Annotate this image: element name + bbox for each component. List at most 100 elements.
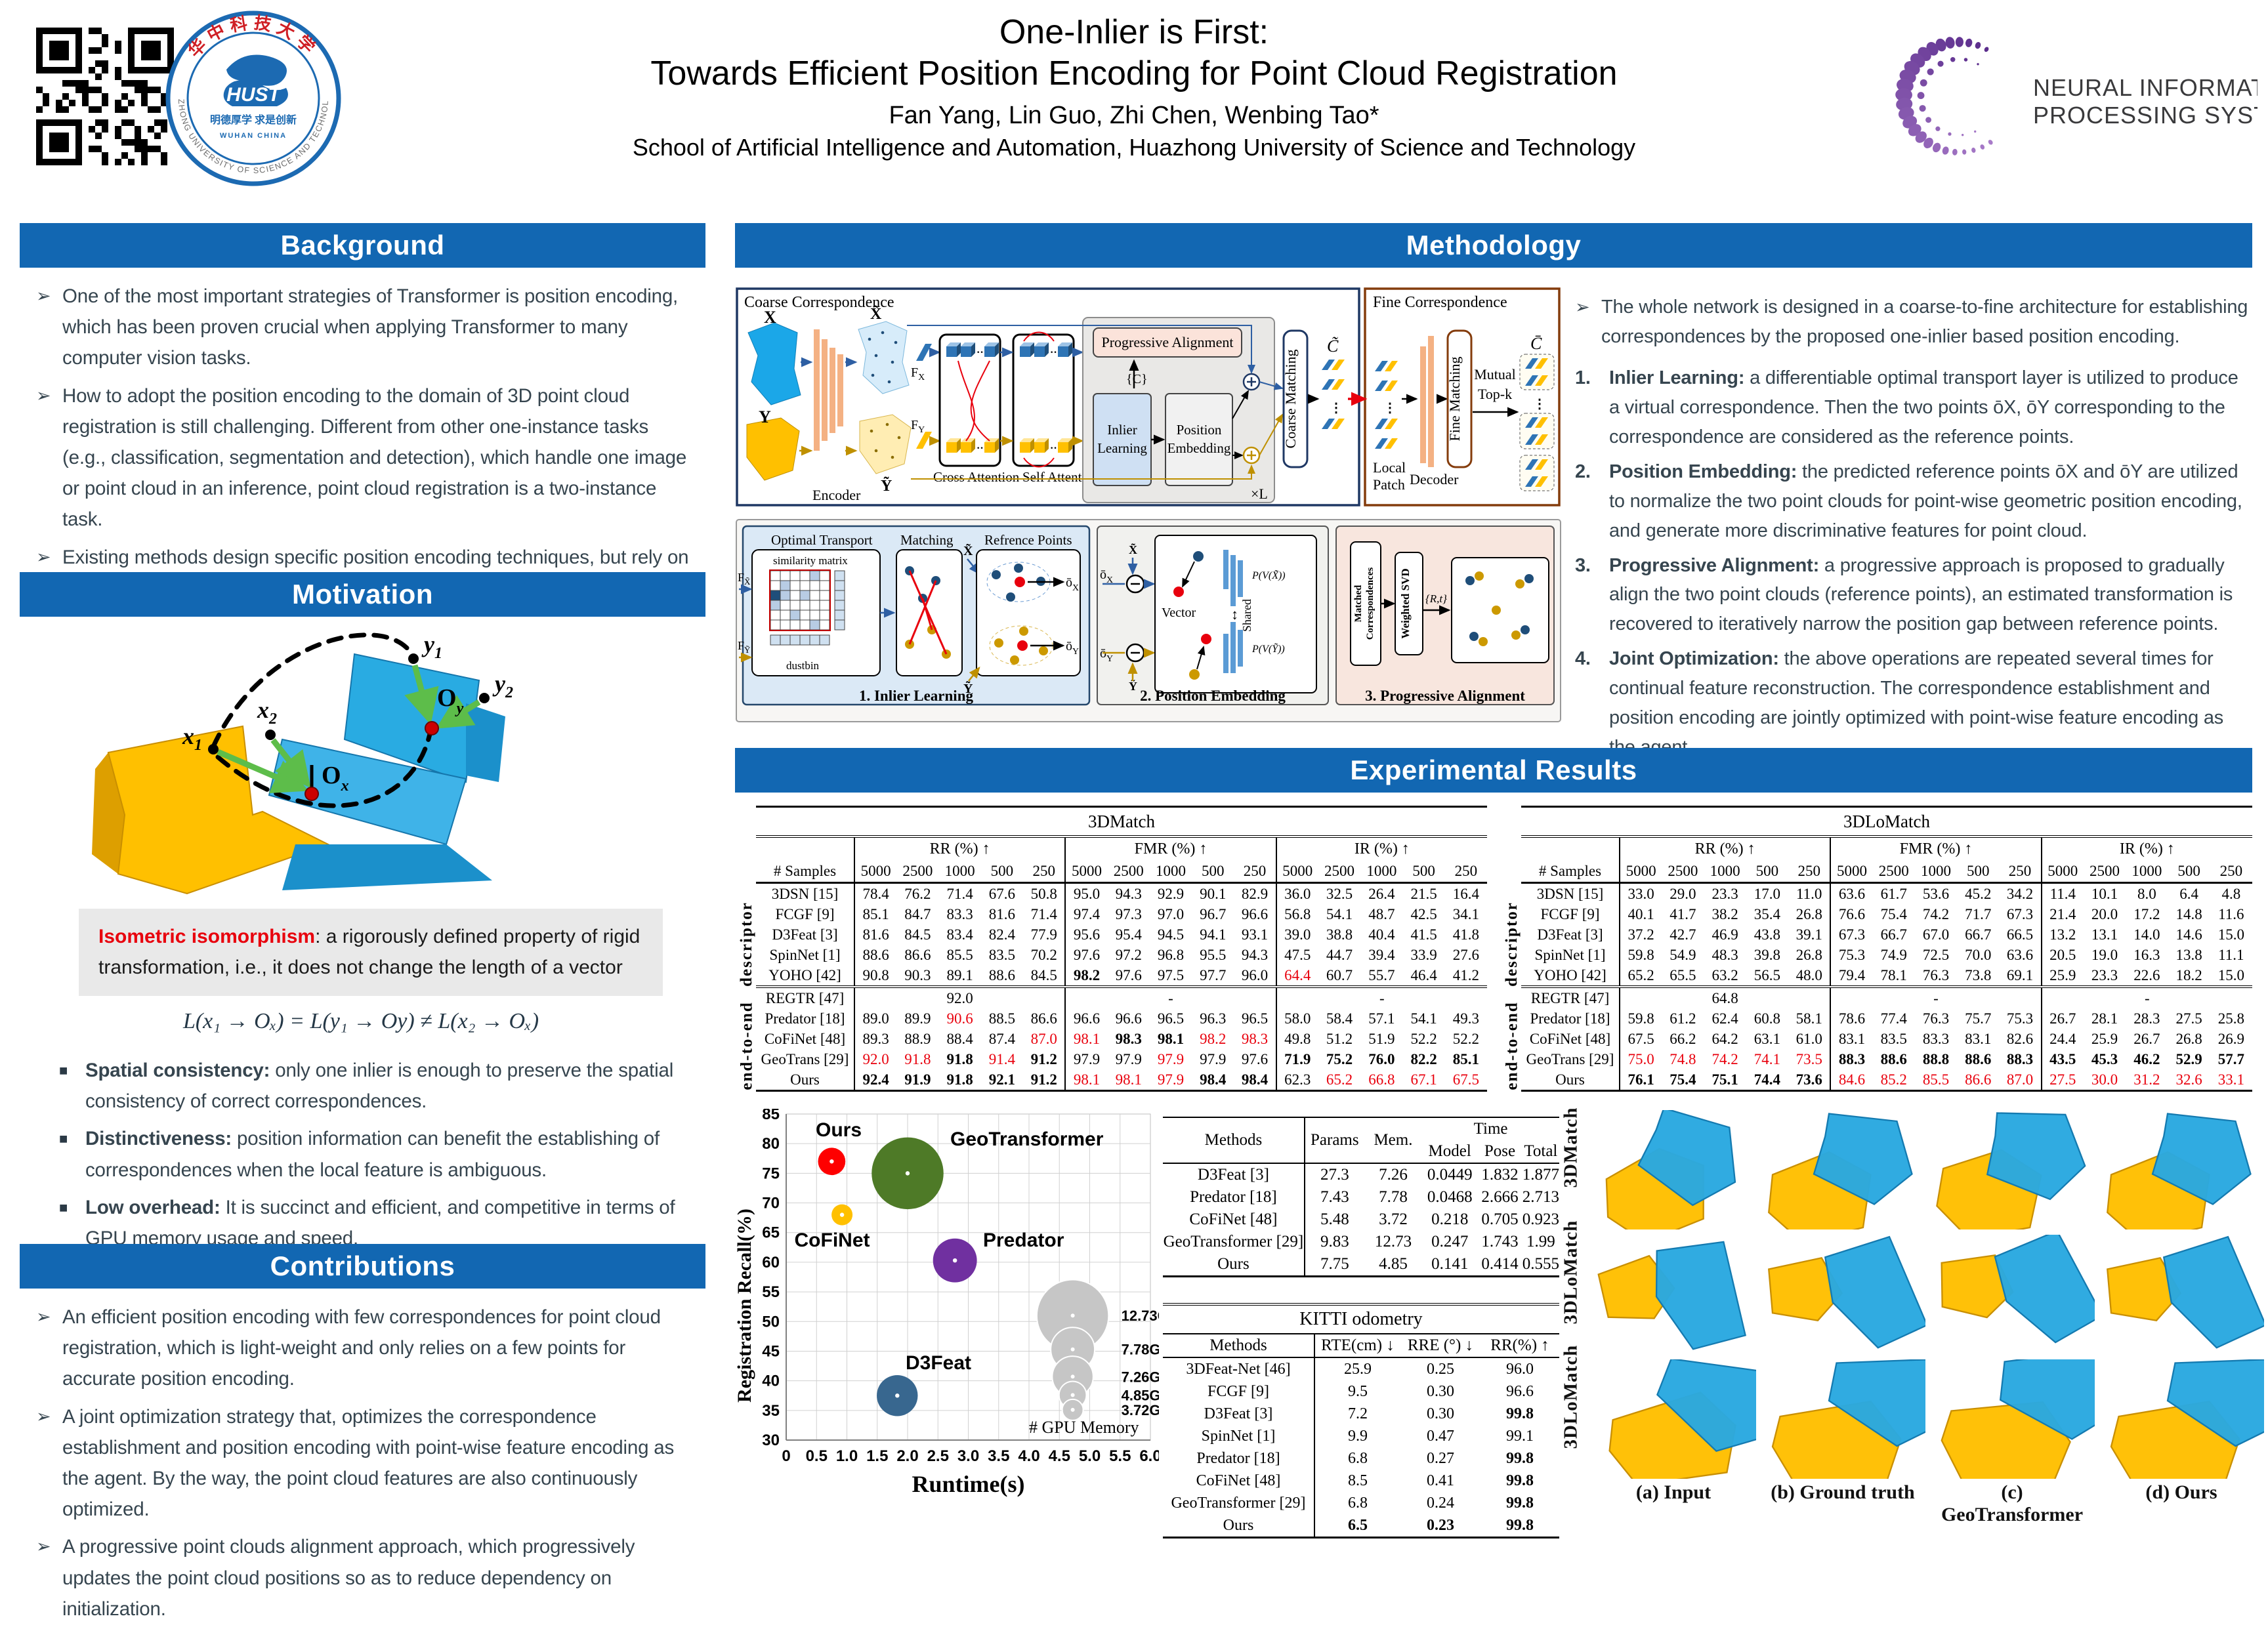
svg-text:1.5: 1.5 — [866, 1447, 888, 1465]
svg-text:⋮: ⋮ — [1383, 401, 1396, 415]
motivation-list: ■ Spatial consistency: only one inlier is… — [59, 1055, 699, 1260]
qual-col-caption: (d) Ours — [2145, 1481, 2217, 1503]
svg-text:Correspondences: Correspondences — [1365, 568, 1376, 640]
times-l-label: ×L — [1251, 485, 1268, 502]
cross-attention-label: Cross Attention — [933, 469, 1020, 485]
svg-text:··: ·· — [976, 443, 984, 454]
qual-row-label: 3DLoMatch — [1560, 1344, 1582, 1449]
yellow-pointcloud-side — [92, 753, 125, 874]
qual-cell — [1591, 1107, 1756, 1243]
svg-text:30: 30 — [762, 1432, 780, 1449]
svg-text:⋮: ⋮ — [1533, 397, 1546, 411]
qual-cell — [1929, 1110, 2095, 1239]
arrow-bullet-icon: ➢ — [36, 547, 51, 567]
label-x1: x1 — [182, 723, 202, 754]
svg-text:Weighted SVD: Weighted SVD — [1399, 568, 1412, 638]
qual-cell — [2099, 1110, 2264, 1244]
qual-cell — [1591, 1357, 1770, 1486]
svg-text:Embedding: Embedding — [1167, 440, 1231, 456]
svg-text:Learning: Learning — [1097, 440, 1147, 456]
svg-text:3.0: 3.0 — [957, 1447, 979, 1465]
svg-text:7.78G: 7.78G — [1122, 1342, 1159, 1358]
list-item: ➢ An efficient position encoding with few… — [36, 1302, 696, 1395]
correspondence-stack — [1519, 354, 1555, 390]
green-arrow — [436, 695, 481, 729]
svg-text:··: ·· — [1050, 443, 1057, 454]
inlier-learning-box — [1093, 393, 1152, 486]
label-xtilde: X̃ — [870, 306, 882, 323]
xtilde-in-label: X̃ — [963, 543, 973, 558]
methodology-detail-diagram: Optimal Transport similarity matrix dust… — [736, 519, 1561, 722]
panel1-title: 1. Inlier Learning — [859, 688, 974, 704]
list-item: ■ Spatial consistency: only one inlier is… — [59, 1055, 699, 1117]
authors: Fan Yang, Lin Guo, Zhi Chen, Wenbing Tao… — [889, 102, 1379, 130]
ref-point-y — [1017, 640, 1028, 651]
svg-text:0.5: 0.5 — [806, 1447, 828, 1465]
dustbin-label: dustbin — [786, 659, 820, 672]
section-header-methodology: Methodology — [735, 223, 2252, 268]
square-bullet-icon: ■ — [59, 1130, 68, 1147]
pointcloud-y-icon — [746, 417, 800, 481]
svg-text:Matched: Matched — [1353, 585, 1364, 622]
label-x2: x2 — [257, 697, 277, 728]
blue-pointcloud-arm — [466, 703, 505, 782]
obar-y-out: ōY — [1066, 639, 1079, 657]
hust-mark: HUST — [226, 84, 282, 106]
methodology-title: Methodology — [1406, 230, 1582, 260]
pvy-label: P(V(Ỹ)) — [1251, 643, 1285, 655]
svg-text:Position: Position — [1177, 422, 1222, 438]
svg-text:3.72G: 3.72G — [1122, 1402, 1159, 1418]
label-fxt: FX̃ — [738, 571, 751, 587]
weighted-svd-box — [1395, 552, 1423, 655]
rotated-label-end-to-end: end-to-end — [1503, 1001, 1521, 1090]
arrow-bullet-icon: ➢ — [36, 1406, 51, 1426]
svg-text:70: 70 — [762, 1195, 780, 1212]
panel2-title: 2. Position Embedding — [1140, 688, 1286, 704]
mutual-topk-label1: Mutual — [1474, 366, 1516, 382]
label-y1: y1 — [421, 631, 442, 662]
page-title-line1: One-Inlier is First: — [999, 13, 1269, 51]
coarse-matching-label: Coarse Matching — [1282, 350, 1299, 449]
table-kitti: KITTI odometry Methods RTE(cm) ↓ RRE (°) ↓ R… — [1163, 1303, 1559, 1538]
hust-emblem-swoosh — [223, 54, 288, 106]
qual-col-caption: (a) Input — [1635, 1481, 1712, 1503]
position-embedding-box — [1165, 393, 1233, 486]
runtime-recall-bubble-chart: 0 0.5 1.0 1.5 2.0 2.5 3.0 3.5 4.0 4.5 5.0 5.5 6.0 30 3… — [734, 1109, 1159, 1497]
methodology-flow-diagram: Coarse Correspondence Fine Correspondenc… — [736, 287, 1561, 506]
section-header-results: Experimental Results — [735, 748, 2252, 793]
qual-cell — [1591, 1235, 1756, 1354]
svg-text:35: 35 — [762, 1402, 780, 1420]
svg-text:0: 0 — [782, 1447, 790, 1465]
svg-text:Runtime(s): Runtime(s) — [912, 1471, 1025, 1497]
shared-label: Shared — [1240, 599, 1253, 632]
point-y1 — [408, 653, 419, 664]
decoder-label: Decoder — [1410, 471, 1459, 487]
svg-text:75: 75 — [762, 1165, 780, 1182]
vector-label: Vector — [1162, 606, 1196, 620]
local-patch-label2: Patch — [1373, 476, 1405, 493]
background-list: ➢ One of the most important strategies of… — [36, 281, 696, 610]
list-item: ■ Distinctiveness: position information c… — [59, 1123, 699, 1185]
list-item: ➢ One of the most important strategies of… — [36, 281, 696, 374]
similarity-matrix-label: similarity matrix — [773, 554, 848, 567]
mutual-topk-label2: Top-k — [1478, 386, 1512, 402]
qual-col-caption: (b) Ground truth — [1771, 1481, 1915, 1503]
svg-text:Inlier: Inlier — [1107, 422, 1137, 438]
green-arrow — [270, 738, 311, 789]
point-x1 — [208, 744, 219, 754]
feature-fy-icon — [916, 432, 932, 449]
label-y: Y — [759, 407, 771, 426]
svg-text:6.0: 6.0 — [1139, 1447, 1159, 1465]
qual-row-label: 3DMatch — [1560, 1107, 1582, 1188]
svg-text:Registration Recall(%): Registration Recall(%) — [734, 1208, 755, 1403]
pvx-label: P(V(X̃)) — [1251, 569, 1286, 581]
results-title: Experimental Results — [1350, 754, 1637, 785]
neurips-logo: NEURAL INFORMATION PROCESSING SYSTEMS — [1895, 37, 2258, 155]
svg-text:5.5: 5.5 — [1109, 1447, 1131, 1465]
coarse-correspondence-label: Coarse Correspondence — [744, 294, 894, 311]
point-ox — [304, 787, 319, 801]
svg-text:··: ·· — [1050, 347, 1057, 358]
methodology-text: ➢ The whole network is designed in a coar… — [1575, 293, 2252, 768]
table-3dmatch: 3DMatch RR (%) ↑ FMR (%) ↑ IR (%) ↑ # Sample… — [756, 806, 1487, 1092]
arrow-bullet-icon: ➢ — [36, 286, 51, 306]
